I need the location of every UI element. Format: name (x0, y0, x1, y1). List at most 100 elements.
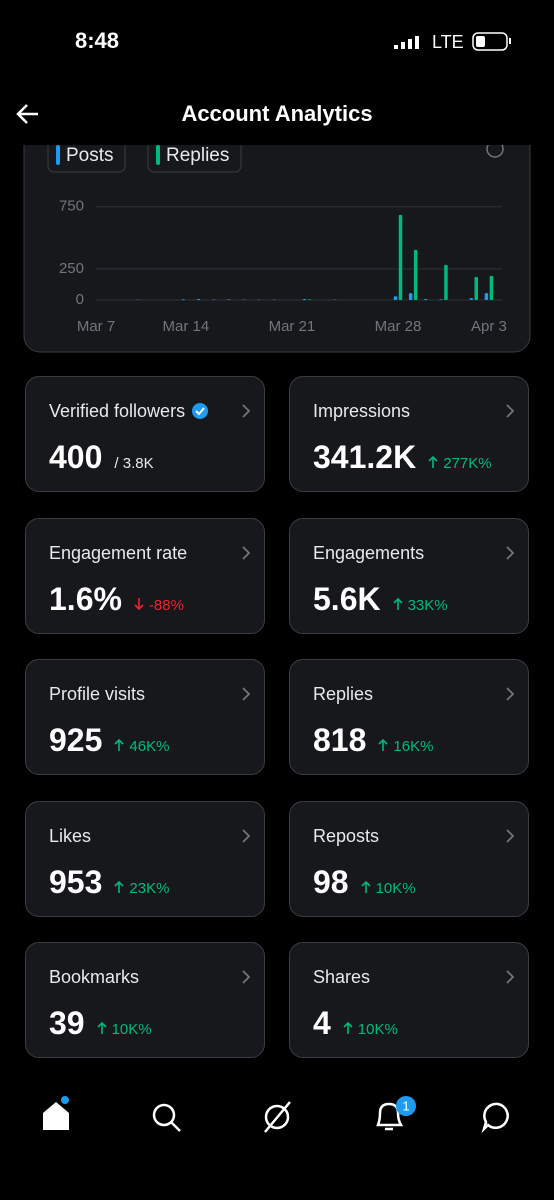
stat-change: 10K% (111, 1021, 152, 1038)
bar (489, 275, 494, 300)
stat-change: 16K% (393, 738, 434, 755)
chevron (506, 404, 515, 418)
bar (302, 299, 307, 300)
trend-arrow (114, 738, 124, 751)
stat-number: 4 (313, 1005, 331, 1041)
stat-change: 46K% (129, 738, 170, 755)
badge (396, 1096, 416, 1116)
bar (181, 299, 186, 300)
stat-label: Impressions (313, 401, 411, 421)
bar (227, 299, 231, 300)
header: 8:48 LTE Account Analytics (0, 0, 554, 145)
verified-badge (192, 403, 209, 419)
bar (393, 296, 398, 300)
stat-change: 33K% (407, 596, 448, 614)
x-tick-label: Apr 3 (471, 318, 507, 335)
chevron (242, 404, 251, 418)
stat-value: 1.6% -88% (49, 581, 184, 618)
trend-arrow (428, 455, 438, 468)
search-icon[interactable] (152, 1103, 176, 1127)
home-dot (61, 1096, 69, 1104)
stat-card[interactable]: Engagement rate 1.6% -88% (25, 517, 265, 634)
stat-change: 10K% (357, 1021, 398, 1038)
stat-label: Shares (313, 967, 371, 987)
bar (469, 298, 473, 300)
stat-change: 23K% (129, 879, 170, 897)
messages-icon[interactable] (481, 1102, 509, 1134)
stat-number: 39 (49, 1005, 85, 1041)
trend-arrow (393, 597, 403, 610)
stat-number: 5.6K (313, 580, 381, 617)
trend-arrow (114, 880, 124, 893)
header-icons (16, 32, 511, 124)
bar (408, 293, 413, 300)
chevron (506, 828, 515, 843)
stat-card[interactable]: Verified followers 400 / 3.8K (25, 376, 265, 492)
stat-value: 5.6K 33K% (313, 581, 448, 618)
y-tick-label: 0 (76, 291, 84, 308)
trend-arrow (97, 1021, 107, 1034)
notifications-icon[interactable] (376, 1102, 404, 1131)
trend-arrow (361, 880, 371, 893)
stat-value: 818 16K% (313, 722, 433, 759)
stat-number: 98 (313, 863, 349, 900)
stat-change: -88% (148, 596, 184, 614)
page-title: Account Analytics (181, 101, 373, 126)
bar (484, 293, 489, 300)
stat-label: Profile visits (49, 684, 146, 704)
stat-card[interactable]: Impressions 341.2K 277K% (289, 376, 529, 492)
home-icon[interactable] (43, 1102, 69, 1130)
stat-label: Bookmarks (49, 967, 140, 987)
grok-icon[interactable] (264, 1104, 290, 1130)
stat-number: 818 (313, 722, 367, 758)
legend-swatch (56, 145, 60, 165)
stat-card[interactable]: Bookmarks 39 10K% (25, 942, 265, 1058)
stat-label: Replies (313, 684, 374, 704)
stat-number: 953 (49, 863, 103, 900)
legend-label: Posts (66, 145, 114, 166)
bar (413, 249, 418, 300)
x-tick-label: Mar 28 (375, 318, 422, 335)
stat-number: 1.6% (49, 580, 122, 617)
stat-number: 341.2K (313, 439, 417, 475)
chevron (242, 828, 251, 843)
x-tick-label: Mar 21 (269, 318, 316, 335)
bar (398, 214, 403, 300)
stat-value: 925 46K% (49, 722, 169, 759)
stat-label: Engagements (313, 542, 425, 563)
stat-card[interactable]: Profile visits 925 46K% (25, 659, 265, 775)
legend-label: Replies (166, 145, 229, 166)
stat-card[interactable]: Reposts 98 10K% (289, 800, 529, 917)
stat-card[interactable]: Engagements 5.6K 33K% (289, 517, 529, 634)
time: 8:48 (75, 28, 120, 53)
stat-change: 277K% (443, 455, 492, 472)
network: LTE (432, 32, 464, 52)
stat-value: 39 10K% (49, 1005, 152, 1042)
y-tick-label: 750 (59, 198, 84, 215)
bar (307, 299, 312, 300)
x-tick-label: Mar 7 (77, 318, 115, 335)
stat-card[interactable]: Replies 818 16K% (289, 659, 529, 775)
stat-label: Verified followers (49, 401, 209, 422)
stat-value: 341.2K 277K% (313, 439, 492, 476)
y-tick-label: 250 (59, 260, 84, 277)
chevron (242, 970, 251, 984)
chevron (506, 970, 515, 984)
back-button[interactable] (16, 104, 38, 124)
legend-swatch (156, 145, 160, 165)
stat-card[interactable]: Likes 953 23K% (25, 800, 265, 917)
stat-value: 98 10K% (313, 864, 416, 901)
bar (444, 264, 448, 300)
bar (196, 299, 201, 300)
trend-arrow (378, 738, 388, 751)
stat-value: 953 23K% (49, 864, 169, 901)
stat-number: 400 (49, 439, 103, 475)
chevron (242, 687, 251, 701)
stat-value: 4 10K% (313, 1005, 398, 1042)
legend-box (147, 145, 242, 173)
bar (424, 299, 428, 300)
legend: Posts Replies (47, 145, 242, 173)
stat-card[interactable]: Shares 4 10K% (289, 942, 529, 1058)
bottom-nav: 1 (43, 1096, 509, 1134)
